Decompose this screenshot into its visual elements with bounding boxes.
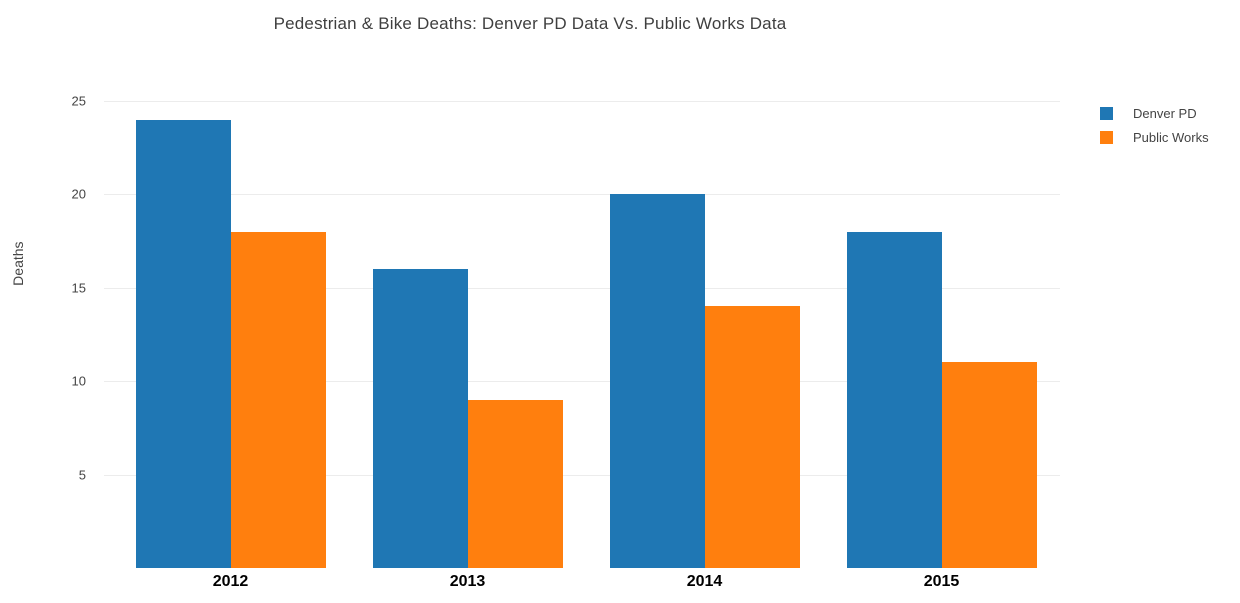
- gridline-y-20: [104, 194, 1060, 196]
- y-tick-label-10: 10: [71, 373, 86, 389]
- legend-swatch-denver-pd: [1100, 107, 1113, 120]
- chart-title: Pedestrian & Bike Deaths: Denver PD Data…: [273, 14, 787, 33]
- bar-denver-pd-2014[interactable]: [609, 194, 705, 568]
- legend-item-denver-pd[interactable]: Denver PD: [1100, 106, 1209, 121]
- bar-denver-pd-2012[interactable]: [135, 119, 231, 568]
- gridline-y-15: [104, 287, 1060, 289]
- bar-denver-pd-2013[interactable]: [372, 269, 468, 568]
- gridline-y-10: [104, 381, 1060, 383]
- bar-public-works-2015[interactable]: [941, 362, 1037, 568]
- legend-swatch-public-works: [1100, 131, 1113, 144]
- x-tick-label-2015: 2015: [923, 573, 960, 590]
- legend-item-public-works[interactable]: Public Works: [1100, 130, 1209, 145]
- bar-public-works-2012[interactable]: [230, 231, 326, 568]
- gridline-y-25: [104, 100, 1060, 102]
- x-tick-label-2014: 2014: [686, 573, 723, 590]
- legend-label-public-works: Public Works: [1133, 130, 1209, 145]
- legend: Denver PD Public Works: [1100, 106, 1209, 154]
- y-tick-label-5: 5: [78, 467, 86, 483]
- gridline-y-5: [104, 474, 1060, 476]
- x-tick-label-2013: 2013: [449, 573, 486, 590]
- legend-label-denver-pd: Denver PD: [1133, 106, 1197, 121]
- bar-public-works-2013[interactable]: [467, 399, 563, 568]
- y-tick-label-25: 25: [71, 93, 86, 109]
- y-axis-title: Deaths: [10, 241, 26, 286]
- bar-public-works-2014[interactable]: [704, 306, 800, 568]
- y-tick-label-20: 20: [71, 186, 86, 202]
- x-tick-label-2012: 2012: [212, 573, 249, 590]
- y-tick-label-15: 15: [71, 280, 86, 296]
- bar-denver-pd-2015[interactable]: [846, 231, 942, 568]
